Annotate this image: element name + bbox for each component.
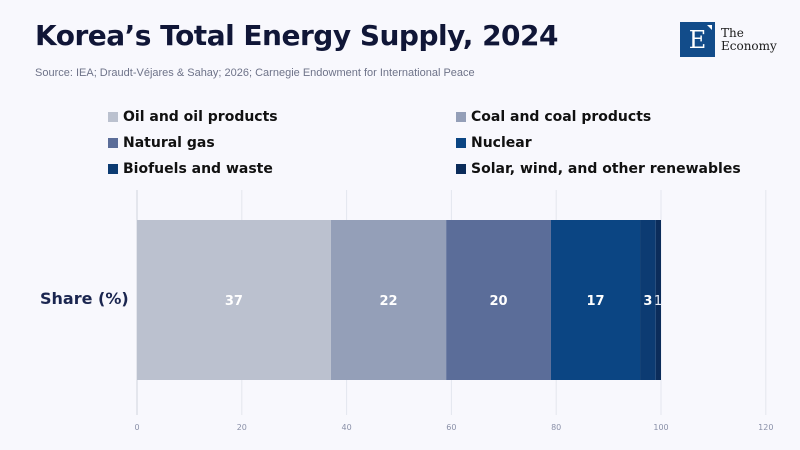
x-tick-label: 40 — [342, 423, 352, 432]
legend-item-coal: Coal and coal products — [456, 108, 748, 126]
bar-segment — [550, 220, 641, 380]
data-label: 3 — [643, 294, 652, 309]
data-label: 37 — [225, 294, 243, 309]
legend-swatch — [108, 138, 118, 148]
legend-swatch — [108, 112, 118, 122]
x-tick-label: 20 — [237, 423, 247, 432]
x-tick-label: 100 — [653, 423, 668, 432]
logo-wordmark: The Economy — [721, 25, 777, 53]
logo-line-1: The — [721, 25, 744, 40]
x-tick-label: 60 — [446, 423, 456, 432]
legend-swatch — [456, 138, 466, 148]
legend-label: Coal and coal products — [471, 109, 652, 125]
x-tick-label: 120 — [758, 423, 773, 432]
category-label: Share (%) — [40, 289, 129, 308]
bar-segment — [446, 220, 551, 380]
bar-segments — [137, 220, 661, 380]
chart-source: Source: IEA; Draudt-Véjares & Sahay; 202… — [35, 67, 475, 79]
the-economy-logo: E The Economy — [680, 22, 777, 57]
data-label: 1 — [654, 294, 662, 309]
data-label: 20 — [490, 294, 508, 309]
legend-label: Nuclear — [471, 135, 532, 151]
bar-segment — [655, 220, 661, 380]
legend-swatch — [456, 112, 466, 122]
bar-segment — [137, 220, 331, 380]
segment-labels: 37 22 20 17 3 1 — [225, 294, 662, 309]
data-label: 17 — [586, 294, 604, 309]
legend-item-oil: Oil and oil products — [108, 108, 456, 126]
chart-legend: Oil and oil products Coal and coal produ… — [108, 108, 748, 178]
legend-label: Solar, wind, and other renewables — [471, 161, 741, 177]
bar-segment — [640, 220, 656, 380]
bar-segment — [330, 220, 447, 380]
x-tick-label: 80 — [551, 423, 561, 432]
legend-item-nuclear: Nuclear — [456, 134, 748, 152]
logo-e-icon: E — [680, 22, 715, 57]
legend-label: Biofuels and waste — [123, 161, 273, 177]
legend-swatch — [108, 164, 118, 174]
legend-label: Oil and oil products — [123, 109, 278, 125]
x-tick-label: 0 — [134, 423, 139, 432]
legend-item-natural-gas: Natural gas — [108, 134, 456, 152]
chart-title: Korea’s Total Energy Supply, 2024 — [35, 19, 559, 52]
data-label: 22 — [379, 294, 397, 309]
x-axis-ticks: 0 20 40 60 80 100 120 — [134, 423, 773, 432]
logo-line-2: Economy — [721, 38, 777, 53]
legend-item-biofuels: Biofuels and waste — [108, 160, 456, 178]
legend-label: Natural gas — [123, 135, 215, 151]
legend-swatch — [456, 164, 466, 174]
logo-letter: E — [688, 25, 707, 54]
legend-item-renewables: Solar, wind, and other renewables — [456, 160, 748, 178]
